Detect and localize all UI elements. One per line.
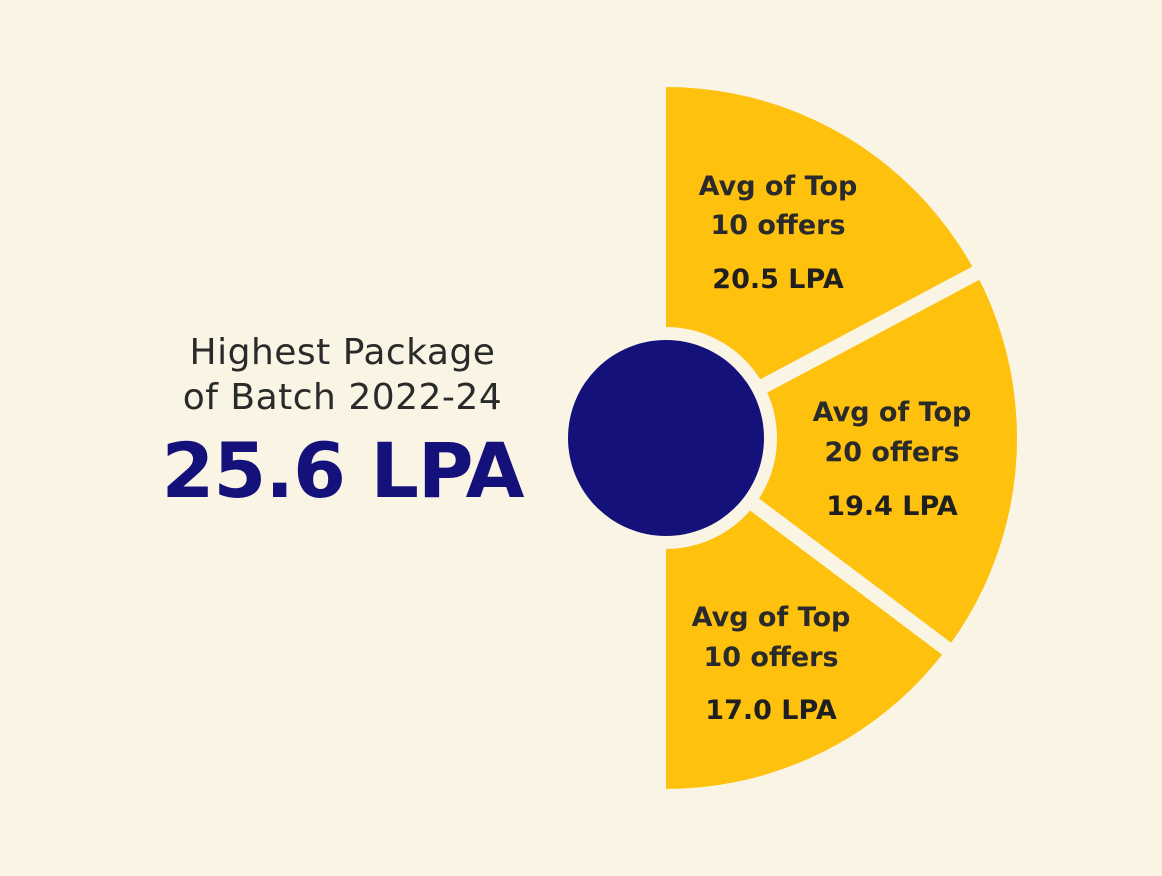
segment-middle-line2: 20 offers (824, 437, 959, 468)
headline-line2: of Batch 2022-24 (182, 377, 503, 418)
segment-bottom-line2: 10 offers (703, 642, 838, 673)
segment-ring (666, 87, 1017, 789)
headline-line1: Highest Package (189, 332, 496, 373)
segment-top-line1: Avg of Top (699, 171, 858, 202)
headline-block: Highest Package of Batch 2022-24 25.6 LP… (100, 330, 585, 515)
segment-bottom: Avg of Top 10 offers 17.0 LPA (692, 602, 851, 726)
segment-middle: Avg of Top 20 offers 19.4 LPA (813, 397, 972, 522)
center-circle (568, 340, 764, 536)
highest-package-value: 25.6 LPA (161, 426, 525, 515)
segment-top: Avg of Top 10 offers 20.5 LPA (699, 171, 858, 295)
segment-middle-value: 19.4 LPA (826, 491, 958, 522)
segment-bottom-value: 17.0 LPA (705, 695, 837, 726)
segment-bottom-line1: Avg of Top (692, 602, 851, 633)
segment-top-value: 20.5 LPA (712, 264, 844, 295)
segment-middle-line1: Avg of Top (813, 397, 972, 428)
segment-top-line2: 10 offers (710, 210, 845, 241)
